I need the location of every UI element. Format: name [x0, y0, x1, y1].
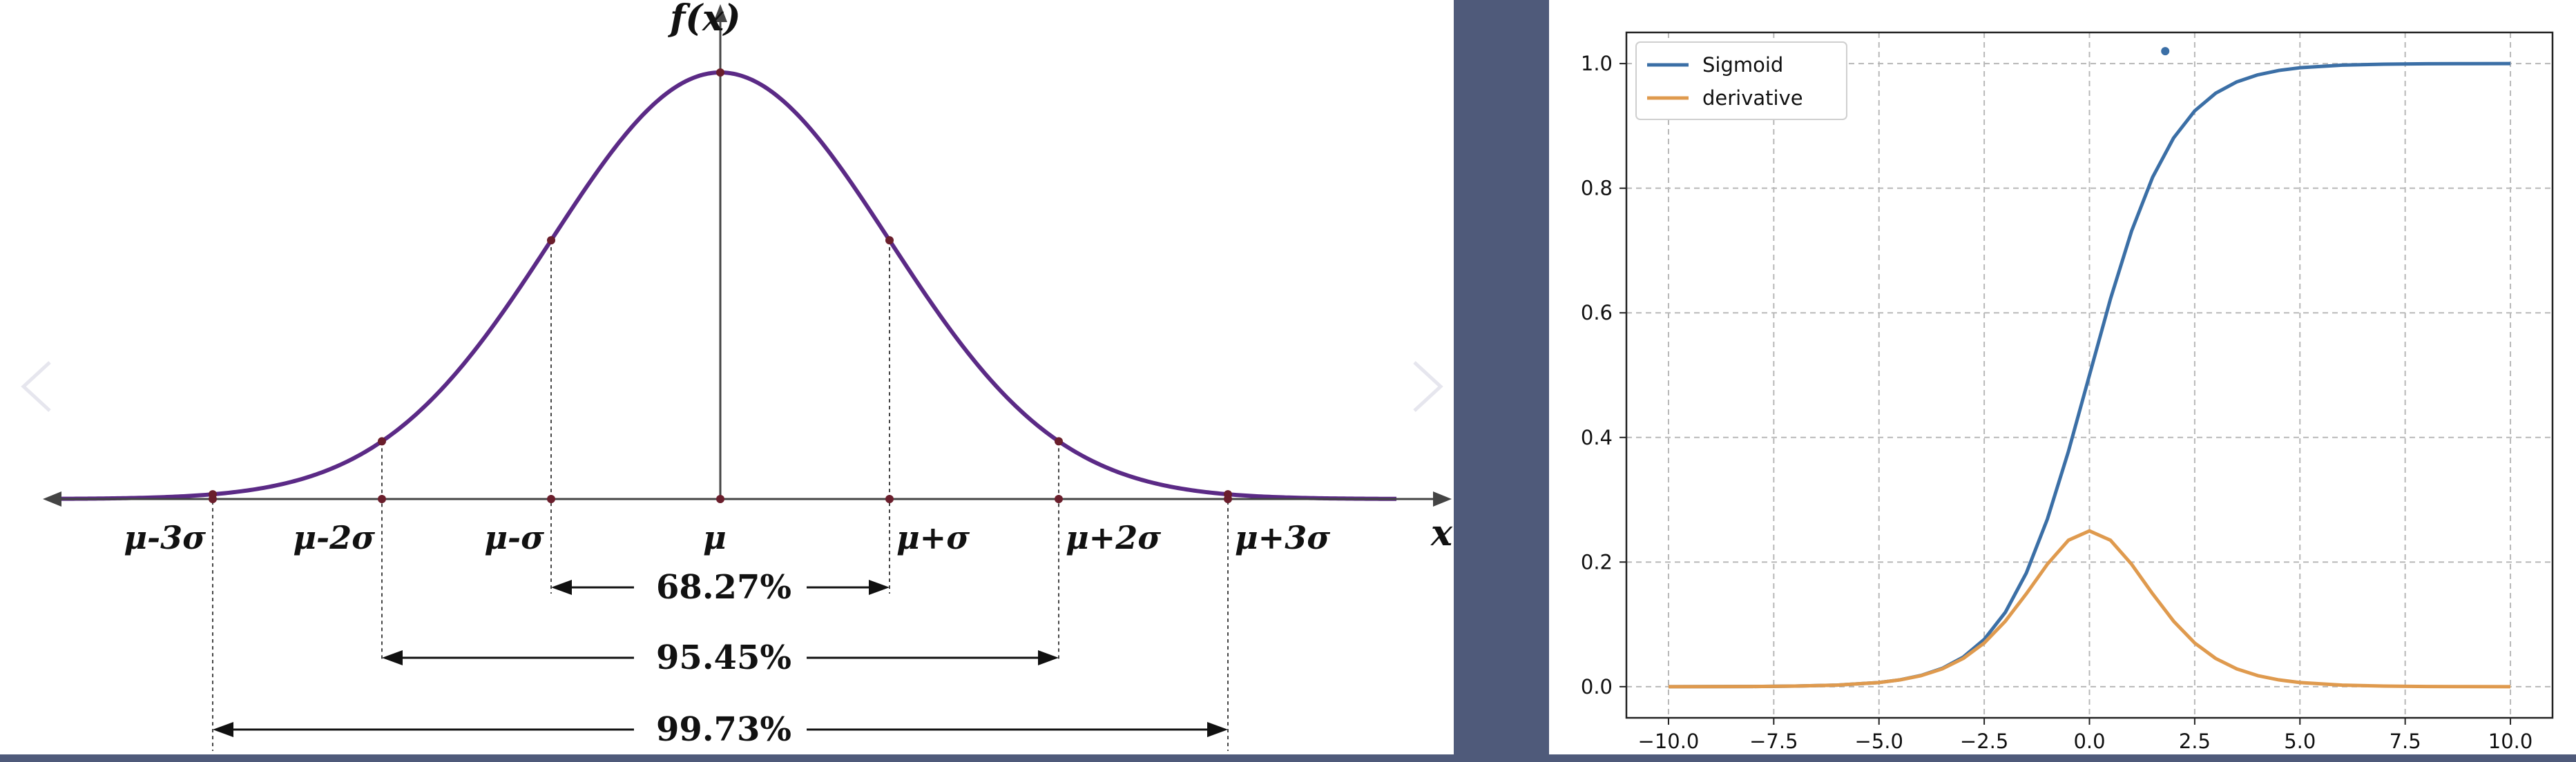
- curve-point: [378, 437, 386, 446]
- axis-point: [378, 495, 386, 503]
- y-tick-label: 0.8: [1581, 177, 1613, 200]
- sigmoid-chart: −10.0 −7.5 −5.0 −2.5 0.0 2.5 5.0 7.5 10.0 0.0 0.2 0…: [1581, 31, 2554, 753]
- tick-label: μ-σ: [484, 519, 544, 556]
- axis-point: [547, 495, 555, 503]
- curve-point: [547, 236, 555, 245]
- x-tick-label: 5.0: [2284, 730, 2316, 753]
- y-tick-label: 0.4: [1581, 426, 1613, 449]
- legend-entry: derivative: [1702, 86, 1803, 110]
- curve-point: [1055, 437, 1063, 446]
- legend: Sigmoid derivative: [1635, 41, 1847, 120]
- axis-point: [716, 495, 724, 503]
- x-tick-label: 2.5: [2179, 730, 2211, 753]
- interval-1-sigma: 68.27%: [551, 568, 890, 607]
- interval-label: 68.27%: [656, 568, 791, 607]
- x-tick-label: 10.0: [2488, 730, 2533, 753]
- next-slide-chevron-icon[interactable]: [1407, 355, 1449, 418]
- axis-point: [1224, 495, 1232, 503]
- y-tick-label: 0.6: [1581, 301, 1613, 324]
- tick-label: μ: [703, 519, 727, 556]
- x-tick-label: 0.0: [2073, 730, 2105, 753]
- x-tick-label: 7.5: [2390, 730, 2421, 753]
- legend-box: [1635, 41, 1847, 120]
- axis-point: [885, 495, 894, 503]
- x-axis-arrow-left: [43, 491, 61, 507]
- y-axis-arrow: [713, 4, 727, 22]
- y-tick-label: 0.2: [1581, 550, 1613, 574]
- normal-curve: [48, 70, 1397, 501]
- sigmoid-chart-panel: −10.0 −7.5 −5.0 −2.5 0.0 2.5 5.0 7.5 10.0 0.0 0.2 0…: [1413, 0, 2576, 754]
- interval-label: 99.73%: [656, 710, 791, 749]
- interval-label: 95.45%: [656, 638, 791, 677]
- x-tick-label: −7.5: [1749, 730, 1798, 753]
- normal-distribution-panel: μ-3σ μ-2σ μ-σ μ μ+σ μ+2σ μ+3σ 68.27% 95.45% 99.7…: [0, 0, 1454, 754]
- y-tick-label: 1.0: [1581, 52, 1613, 75]
- curve-point: [885, 236, 894, 245]
- x-axis-arrow-right: [1433, 491, 1452, 507]
- legend-entry: Sigmoid: [1702, 53, 1783, 77]
- marker-point: [2161, 47, 2170, 56]
- y-axis-label: f(x): [667, 0, 741, 39]
- tick-label: μ+σ: [896, 519, 970, 556]
- x-axis-label: x: [1430, 512, 1453, 554]
- x-tick-label: −2.5: [1960, 730, 2008, 753]
- tick-label: μ+3σ: [1235, 519, 1330, 556]
- normal-distribution-chart: μ-3σ μ-2σ μ-σ μ μ+σ μ+2σ μ+3σ 68.27% 95.45% 99.7…: [43, 0, 1453, 751]
- interval-3-sigma: 99.73%: [213, 710, 1228, 749]
- interval-2-sigma: 95.45%: [382, 638, 1059, 677]
- tick-label: μ-3σ: [124, 519, 206, 556]
- tick-label: μ-2σ: [293, 519, 375, 556]
- x-tick-label: −5.0: [1855, 730, 1903, 753]
- x-tick-label: −10.0: [1638, 730, 1700, 753]
- previous-slide-chevron-icon[interactable]: [15, 355, 57, 418]
- tick-label: μ+2σ: [1066, 519, 1161, 556]
- axis-point: [209, 495, 217, 503]
- y-tick-label: 0.0: [1581, 675, 1613, 698]
- axis-point: [1055, 495, 1063, 503]
- derivative-series-line: [1668, 529, 2511, 689]
- curve-point: [716, 68, 724, 77]
